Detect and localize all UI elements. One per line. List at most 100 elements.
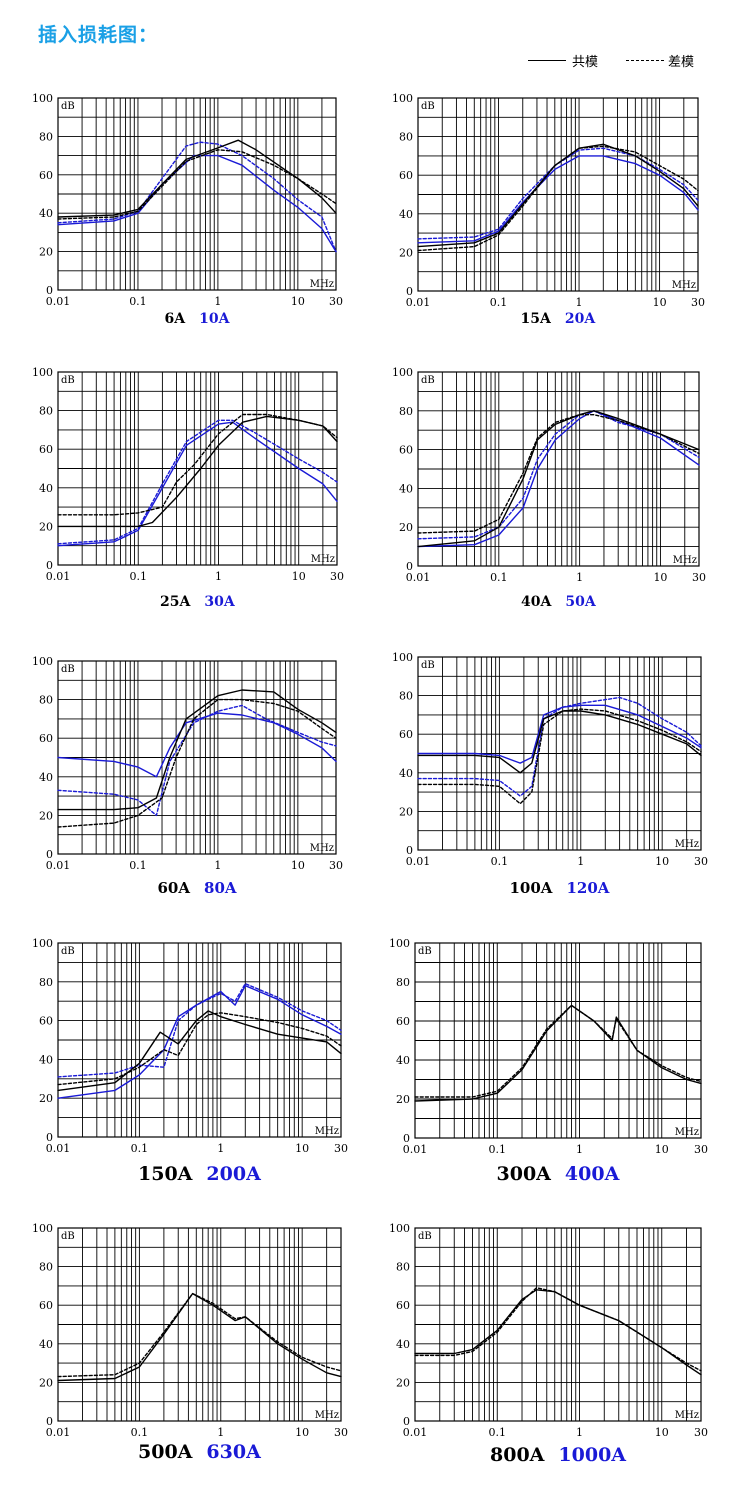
series-line-black-solid — [414, 1004, 702, 1102]
x-tick-label: 0.01 — [46, 570, 71, 583]
y-tick-label: 40 — [39, 1053, 53, 1066]
y-tick-label: 0 — [46, 284, 53, 297]
y-tick-label: 40 — [399, 208, 413, 221]
y-tick-label: 40 — [396, 1054, 410, 1067]
x-tick-label: 10 — [655, 1426, 669, 1439]
legend-solid-label: 共模 — [572, 55, 599, 70]
series-line-blue-solid — [417, 704, 702, 764]
y-unit-label: dB — [61, 1231, 75, 1242]
series-line-black-dashed — [414, 1287, 702, 1372]
y-tick-label: 60 — [399, 444, 413, 457]
x-tick-label: 10 — [295, 1142, 309, 1155]
x-unit-label: MHz — [675, 1410, 699, 1421]
x-tick-label: 0.1 — [131, 1142, 149, 1155]
grid — [417, 656, 702, 851]
x-tick-label: 10 — [655, 855, 669, 868]
x-tick-label: 1 — [576, 1143, 583, 1156]
y-tick-label: 100 — [32, 366, 53, 379]
chart-caption: 25A 30A — [160, 594, 235, 610]
caption-blue-rating: 30A — [204, 593, 235, 610]
x-tick-label: 1 — [217, 1426, 224, 1439]
solid-line-swatch — [528, 60, 566, 61]
chart-caption: 40A 50A — [521, 594, 596, 610]
x-tick-label: 0.01 — [46, 295, 71, 308]
series-line-black-dashed — [414, 1004, 702, 1098]
y-tick-label: 60 — [396, 1299, 410, 1312]
series-line-blue-solid — [57, 421, 338, 547]
plot-frame — [417, 97, 699, 292]
y-tick-label: 20 — [399, 521, 413, 534]
y-tick-label: 100 — [392, 366, 413, 379]
x-tick-label: 10 — [653, 296, 667, 309]
y-tick-label: 40 — [39, 207, 53, 220]
x-unit-label: MHz — [673, 555, 697, 566]
chart-caption: 150A 200A — [138, 1163, 261, 1185]
legend-dashed-label: 差模 — [668, 55, 695, 70]
series-line-black-dashed — [417, 145, 699, 252]
x-unit-label: MHz — [675, 1127, 699, 1138]
chart-caption: 6A 10A — [165, 311, 230, 327]
y-tick-label: 0 — [403, 1132, 410, 1145]
y-tick-label: 100 — [392, 92, 413, 105]
x-tick-label: 0.1 — [129, 295, 147, 308]
y-unit-label: dB — [61, 375, 75, 386]
y-tick-label: 100 — [32, 937, 53, 950]
x-tick-label: 0.01 — [403, 1426, 428, 1439]
x-unit-label: MHz — [310, 279, 334, 290]
x-tick-label: 0.01 — [403, 1143, 428, 1156]
grid — [57, 97, 337, 291]
x-unit-label: MHz — [675, 839, 699, 850]
x-tick-label: 0.01 — [46, 1142, 71, 1155]
x-tick-label: 0.01 — [406, 855, 431, 868]
x-tick-label: 1 — [577, 855, 584, 868]
series-line-black-solid — [57, 689, 337, 811]
x-tick-label: 10 — [295, 1426, 309, 1439]
x-tick-label: 10 — [291, 295, 305, 308]
plot-frame — [417, 656, 702, 851]
x-unit-label: MHz — [310, 843, 334, 854]
y-tick-label: 100 — [32, 1222, 53, 1235]
caption-black-rating: 15A — [520, 310, 551, 327]
x-tick-label: 30 — [692, 571, 706, 584]
series-line-black-solid — [417, 710, 702, 774]
y-tick-label: 40 — [396, 1338, 410, 1351]
caption-blue-rating: 200A — [206, 1162, 261, 1185]
series-line-black-solid — [57, 1292, 342, 1382]
series-line-blue-dashed — [417, 147, 699, 240]
y-unit-label: dB — [61, 664, 75, 675]
y-tick-label: 40 — [39, 482, 53, 495]
y-unit-label: dB — [418, 1231, 432, 1242]
caption-black-rating: 800A — [490, 1443, 545, 1466]
y-tick-label: 0 — [46, 559, 53, 572]
series-line-blue-dashed — [57, 419, 338, 545]
x-tick-label: 0.01 — [46, 859, 71, 872]
y-tick-label: 80 — [39, 405, 53, 418]
y-tick-label: 80 — [39, 694, 53, 707]
x-tick-label: 1 — [215, 570, 222, 583]
x-tick-label: 0.1 — [129, 859, 147, 872]
series-line-black-dashed — [57, 1292, 342, 1378]
caption-black-rating: 60A — [157, 879, 191, 898]
caption-blue-rating: 1000A — [558, 1443, 627, 1466]
y-tick-label: 80 — [39, 976, 53, 989]
chart-caption: 100A 120A — [510, 879, 610, 897]
y-tick-label: 60 — [396, 1015, 410, 1028]
x-tick-label: 0.1 — [129, 570, 147, 583]
x-tick-label: 1 — [214, 295, 221, 308]
x-tick-label: 1 — [217, 1142, 224, 1155]
x-unit-label: MHz — [315, 1126, 339, 1137]
plot-frame — [57, 660, 337, 855]
y-tick-label: 80 — [399, 131, 413, 144]
x-tick-label: 30 — [329, 859, 343, 872]
plot-frame — [57, 371, 338, 566]
y-unit-label: dB — [421, 101, 435, 112]
y-tick-label: 40 — [39, 1338, 53, 1351]
series-line-black-solid — [414, 1289, 702, 1376]
y-tick-label: 20 — [39, 809, 53, 822]
y-tick-label: 20 — [39, 1092, 53, 1105]
y-tick-label: 0 — [403, 1415, 410, 1428]
